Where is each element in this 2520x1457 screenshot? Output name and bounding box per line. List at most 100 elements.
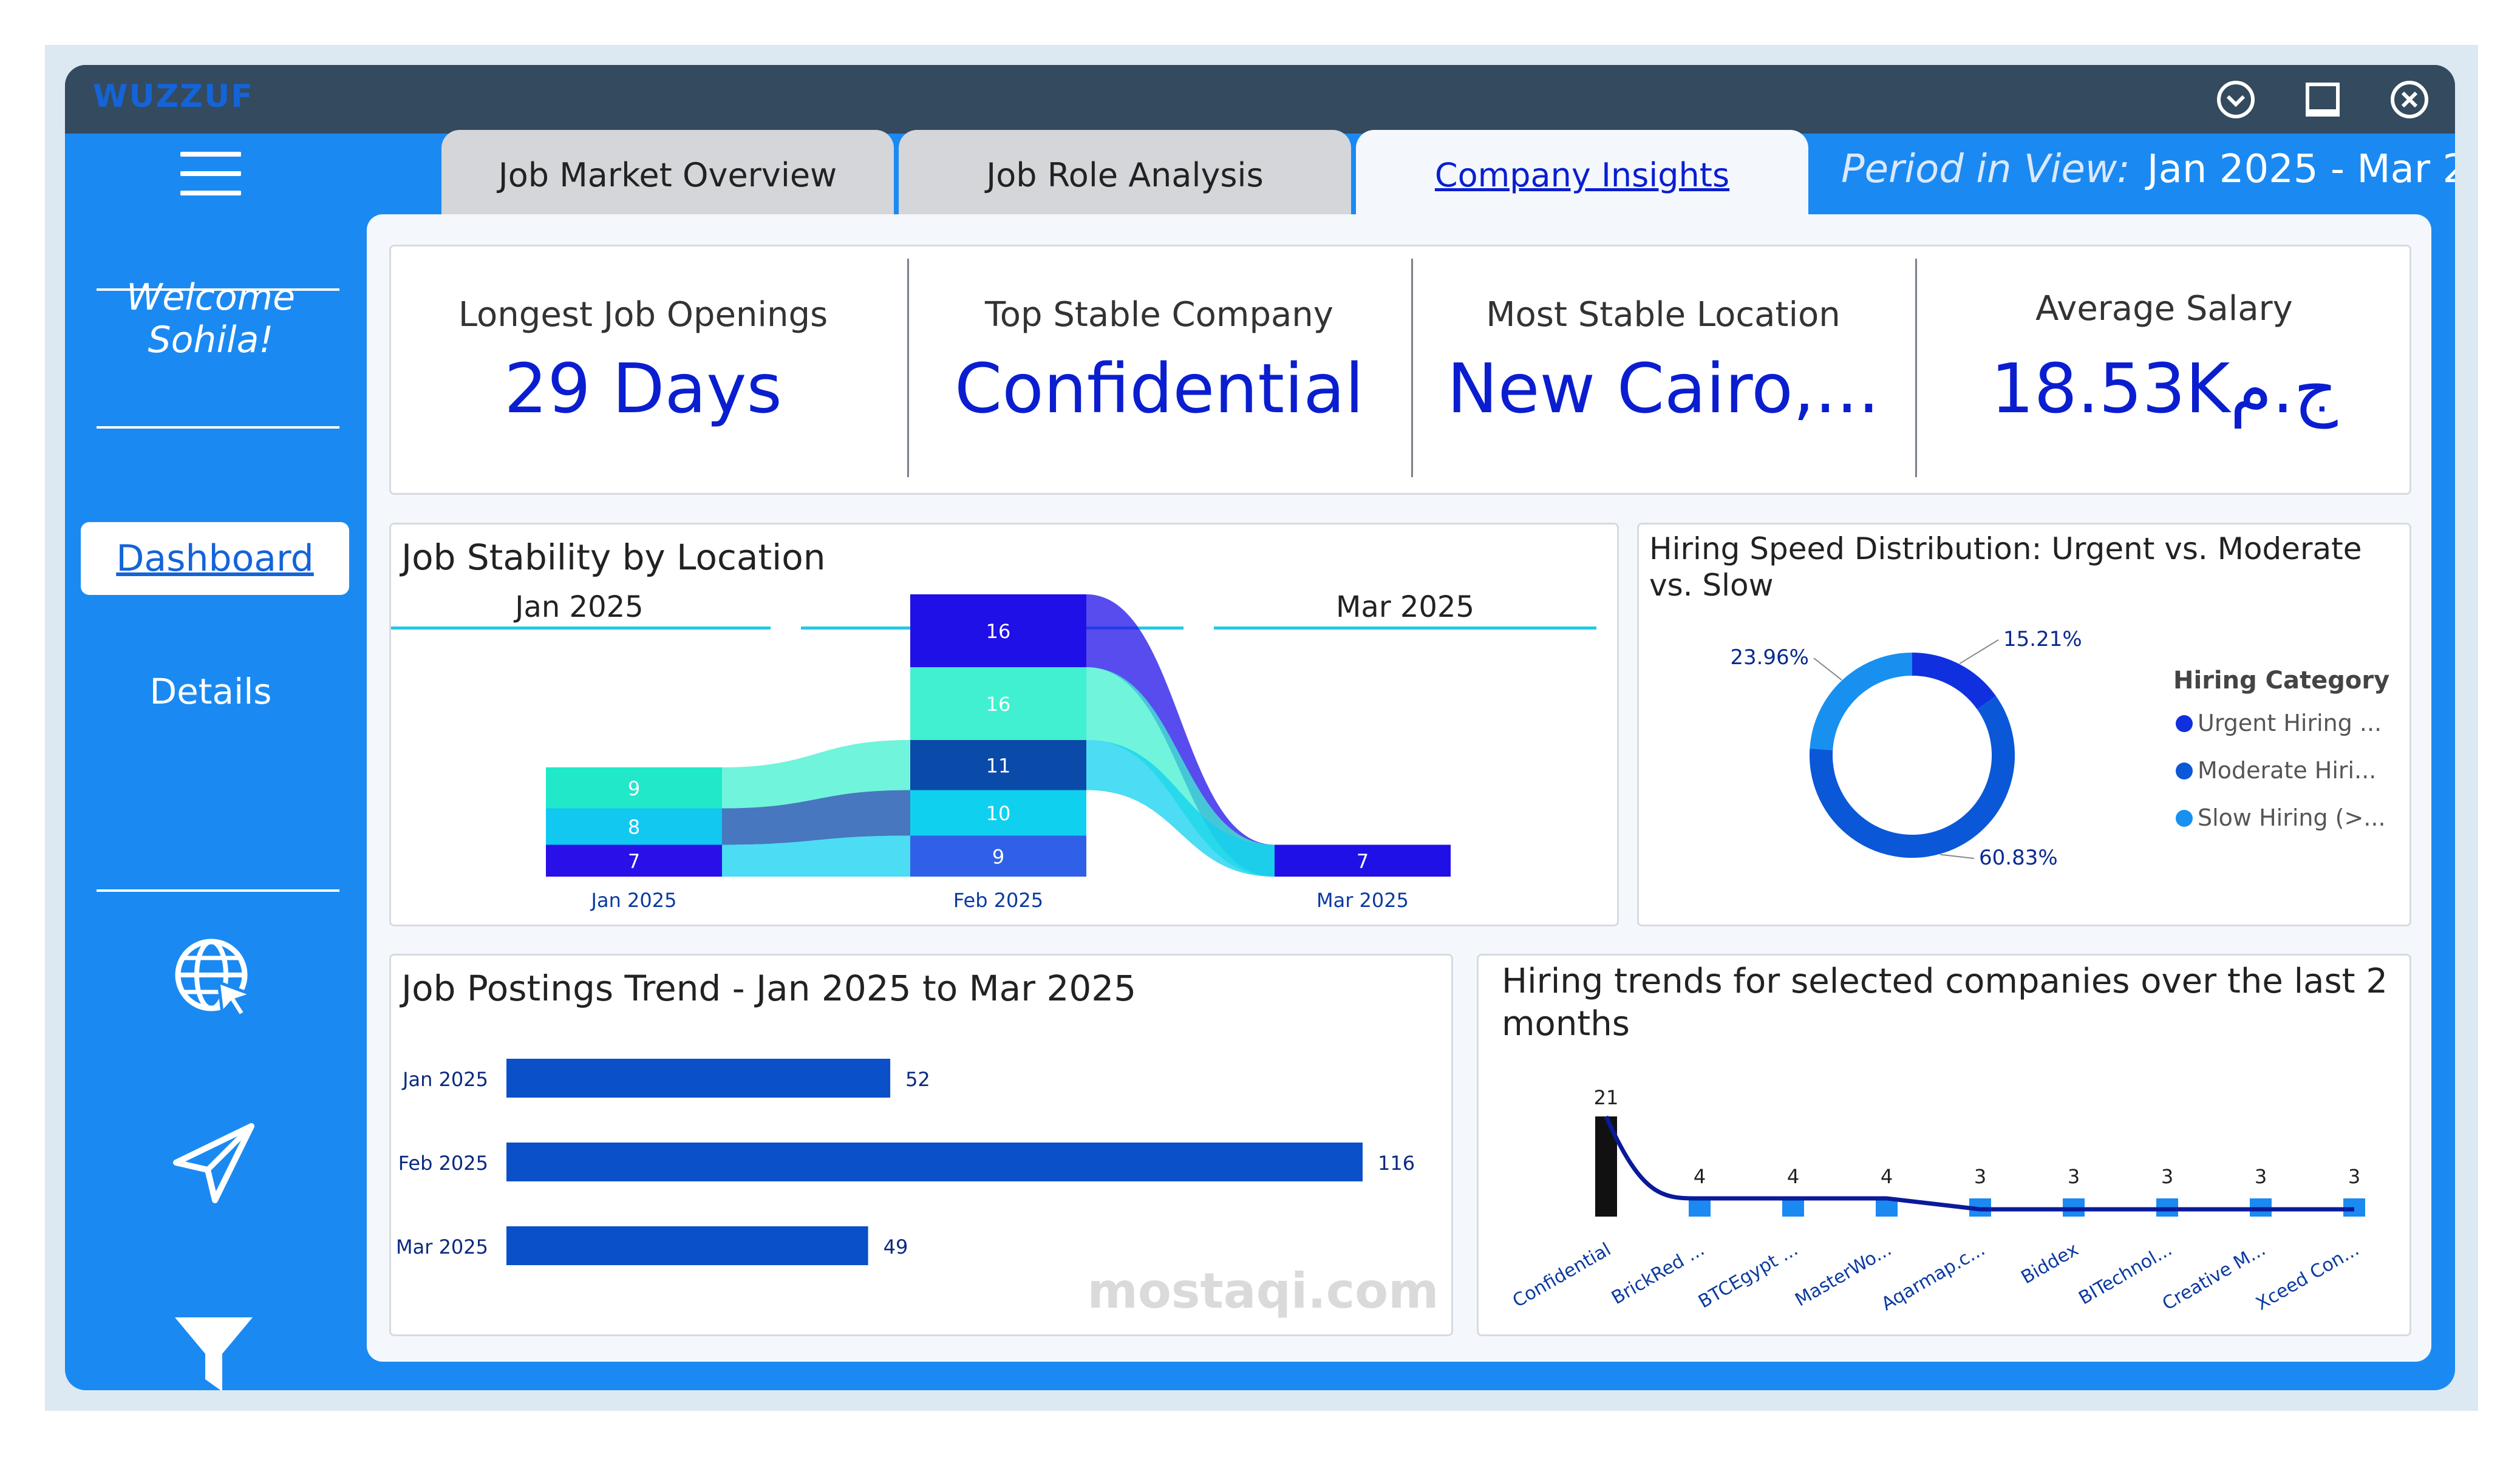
bar-chart[interactable]: Jan 2025 52 Feb 2025 116 Mar 2025 49 xyxy=(391,956,1455,1338)
data-label: 21 xyxy=(1594,1086,1619,1109)
donut-slice xyxy=(1810,696,2015,858)
data-label: 52 xyxy=(905,1068,930,1091)
period-in-view: Period in View: Jan 2025 - Mar 2025 xyxy=(1841,147,2455,192)
brand-logo: WUZZUF xyxy=(93,78,254,115)
donut-slice xyxy=(1810,653,1913,750)
ribbon-flow xyxy=(722,835,910,877)
data-label: 16 xyxy=(986,693,1011,716)
legend-swatch xyxy=(2176,715,2193,732)
filter-icon[interactable] xyxy=(171,1311,256,1390)
axis-tick-label: Jan 2025 xyxy=(401,1068,488,1091)
tab-job-role-analysis[interactable]: Job Role Analysis xyxy=(899,130,1351,221)
period-header: Mar 2025 xyxy=(1336,590,1474,624)
period-header-underline xyxy=(391,627,771,630)
kpi-value: 29 Days xyxy=(504,350,782,429)
data-label: 3 xyxy=(2161,1165,2173,1188)
chart-hiring-trends-companies: Hiring trends for selected companies ove… xyxy=(1477,954,2411,1336)
divider xyxy=(1411,259,1413,477)
axis-tick-label: BrickRed ... xyxy=(1608,1239,1708,1309)
legend-item: Urgent Hiring ... xyxy=(2198,710,2382,736)
kpi-panel: Longest Job Openings 29 Days Top Stable … xyxy=(389,245,2411,495)
ribbon-segment xyxy=(910,667,1086,740)
data-label: 3 xyxy=(2255,1165,2267,1188)
app-window: WUZZUF Welcome Sohila! Dashboard Details… xyxy=(65,65,2455,1390)
divider xyxy=(97,426,339,429)
menu-icon[interactable] xyxy=(180,152,241,200)
chart-job-postings-trend: Job Postings Trend - Jan 2025 to Mar 202… xyxy=(389,954,1453,1336)
bar xyxy=(1876,1198,1898,1217)
title-bar: WUZZUF xyxy=(65,65,2455,134)
divider xyxy=(97,288,339,291)
chart-title: Job Postings Trend - Jan 2025 to Mar 202… xyxy=(401,968,1137,1009)
kpi-label: Most Stable Location xyxy=(1486,295,1841,335)
data-label: 7 xyxy=(628,850,640,873)
ribbon-segment xyxy=(546,844,722,877)
details-link[interactable]: Details xyxy=(149,671,272,712)
leader-line xyxy=(1959,639,1999,664)
leader-line xyxy=(1813,657,1842,681)
bar xyxy=(506,1059,891,1098)
combo-chart[interactable]: 21 Confidential 4 BrickRed ... 4 BTCEgypt ...… xyxy=(1479,956,2413,1338)
chart-title: Hiring trends for selected companies ove… xyxy=(1502,962,2388,1044)
globe-cursor-icon[interactable] xyxy=(171,935,256,1020)
main-content: Longest Job Openings 29 Days Top Stable … xyxy=(367,214,2431,1362)
period-header-underline xyxy=(1214,627,1596,630)
tab-company-insights[interactable]: Company Insights xyxy=(1356,130,1808,227)
welcome-message: Welcome Sohila! xyxy=(126,276,295,361)
bar xyxy=(1689,1198,1711,1217)
legend-item: Slow Hiring (>... xyxy=(2198,804,2386,831)
kpi-value: 18.53Kج.م xyxy=(1990,350,2338,429)
ribbon-segment xyxy=(910,835,1086,877)
data-label: 49 xyxy=(884,1235,908,1258)
kpi-value: New Cairo,... xyxy=(1446,350,1880,429)
ribbon-flow xyxy=(1086,594,1275,877)
bar xyxy=(1782,1198,1804,1217)
tab-job-market-overview[interactable]: Job Market Overview xyxy=(441,130,894,221)
kpi-label: Longest Job Openings xyxy=(458,295,828,335)
axis-tick-label: Xceed Con... xyxy=(2252,1239,2363,1315)
ribbon-flow xyxy=(1086,740,1275,877)
divider xyxy=(97,889,339,892)
divider xyxy=(1915,259,1917,477)
bar xyxy=(506,1143,1363,1181)
donut-slice xyxy=(1912,653,1997,710)
ribbon-segment xyxy=(546,808,722,845)
axis-tick-label: Mar 2025 xyxy=(1316,889,1409,912)
axis-tick-label: Feb 2025 xyxy=(953,889,1043,912)
dropdown-icon[interactable] xyxy=(2215,78,2257,121)
data-label: 3 xyxy=(2348,1165,2360,1188)
period-header: Jan 2025 xyxy=(513,590,643,624)
axis-tick-label: Aqarmap.c... xyxy=(1878,1239,1989,1316)
kpi-label: Average Salary xyxy=(2035,289,2293,328)
donut-chart[interactable]: 15.21% 60.83% 23.96% Hiring Category Urgent … xyxy=(1639,525,2413,928)
axis-tick-label: Biddex xyxy=(2018,1239,2082,1289)
trend-line xyxy=(1604,1115,2354,1212)
ribbon-chart[interactable]: Jan 2025 Feb 2025 Mar 2025 9 8 7 Jan 2025 16 16 1… xyxy=(391,525,1621,928)
axis-tick-label: BTCEgypt ... xyxy=(1695,1239,1802,1313)
close-icon[interactable] xyxy=(2388,78,2431,121)
slice-label: 23.96% xyxy=(1730,645,1809,670)
kpi-label: Top Stable Company xyxy=(985,295,1333,335)
ribbon-segment xyxy=(910,594,1086,667)
kpi-top-stable-company: Top Stable Company Confidential xyxy=(907,246,1411,493)
period-label: Period in View: xyxy=(1841,147,2130,192)
ribbon-segment xyxy=(546,767,722,809)
data-label: 8 xyxy=(628,816,640,839)
kpi-average-salary: Average Salary 18.53Kج.م xyxy=(1915,246,2413,493)
ribbon-flow xyxy=(722,790,910,845)
divider xyxy=(907,259,909,477)
send-icon[interactable] xyxy=(171,1120,256,1205)
ribbon-segment xyxy=(1275,844,1451,877)
data-label: 116 xyxy=(1378,1152,1415,1175)
legend-swatch xyxy=(2176,762,2193,779)
data-label: 4 xyxy=(1787,1165,1799,1188)
legend-title: Hiring Category xyxy=(2173,667,2389,695)
dashboard-button[interactable]: Dashboard xyxy=(81,522,349,595)
data-label: 9 xyxy=(992,845,1004,868)
data-label: 4 xyxy=(1694,1165,1706,1188)
axis-tick-label: Creative M... xyxy=(2159,1239,2269,1315)
maximize-icon[interactable] xyxy=(2301,78,2344,121)
chart-job-stability-by-location: Jan 2025 Feb 2025 Mar 2025 9 8 7 Jan 2025 16 16 1… xyxy=(389,523,1619,926)
kpi-value: Confidential xyxy=(954,350,1364,429)
ribbon-flow xyxy=(722,740,910,809)
